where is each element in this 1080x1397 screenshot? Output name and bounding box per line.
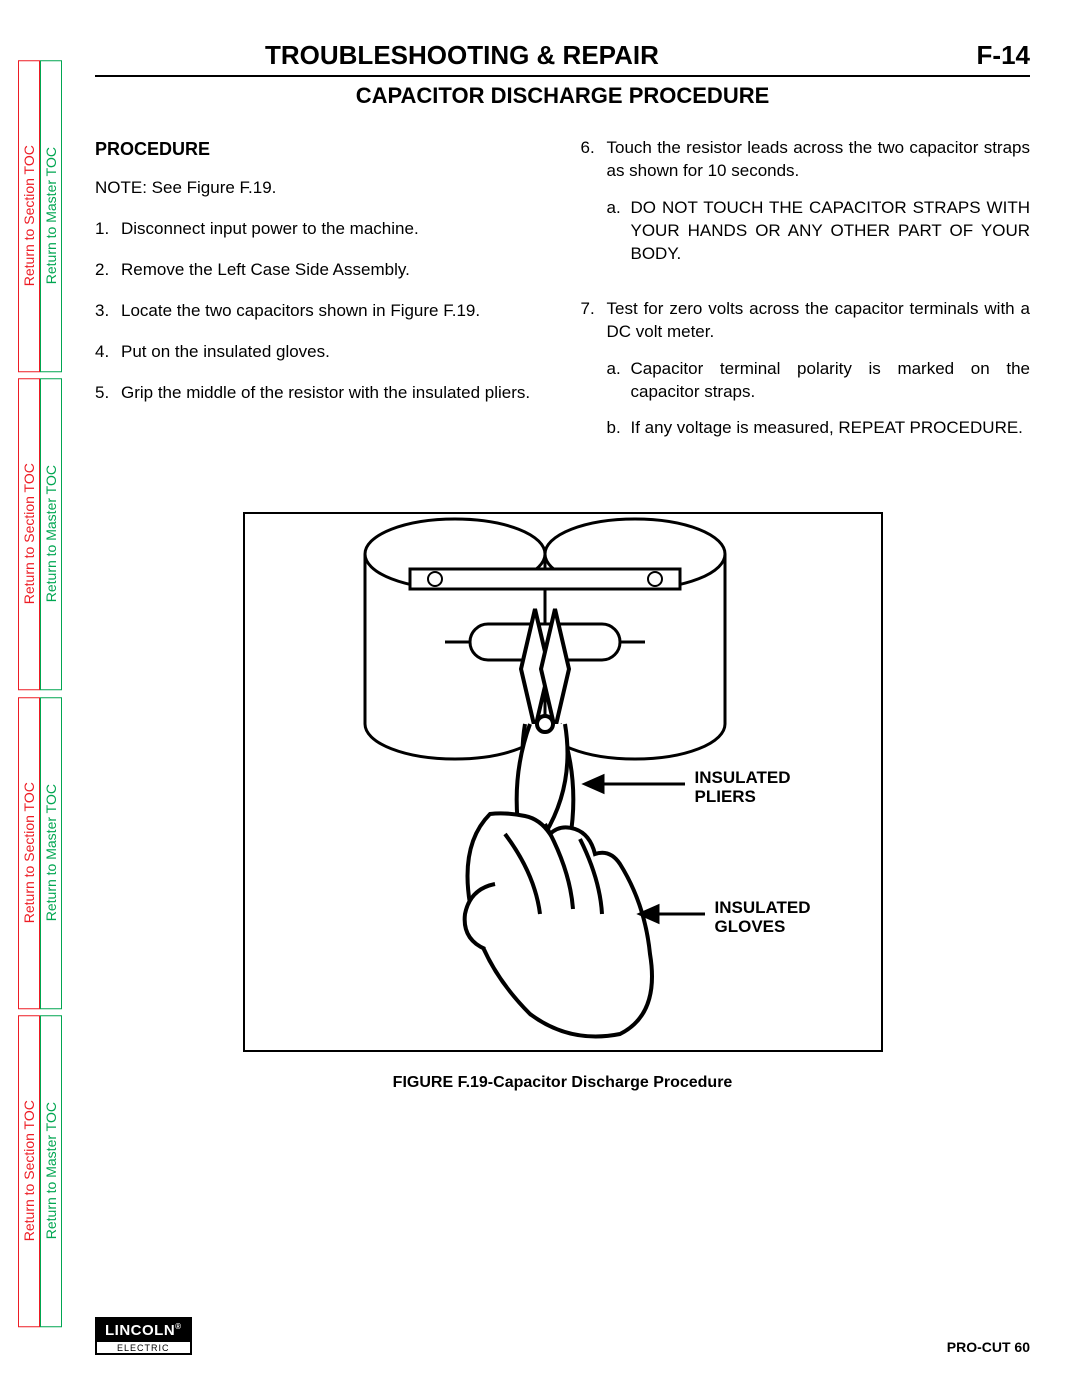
list-item: 5.Grip the middle of the resistor with t… (95, 382, 545, 405)
procedure-note: NOTE: See Figure F.19. (95, 177, 545, 200)
figure-f19: INSULATED PLIERS INSULATED GLOVES (243, 512, 883, 1052)
list-text: Test for zero volts across the capacitor… (607, 299, 1031, 341)
return-master-toc-tab[interactable]: Return to Master TOC (40, 378, 62, 690)
list-item: 6. Touch the resistor leads across the t… (581, 137, 1031, 280)
page-footer: LINCOLN® ELECTRIC PRO-CUT 60 (95, 1317, 1030, 1355)
return-section-toc-tab[interactable]: Return to Section TOC (18, 697, 40, 1009)
return-master-toc-tab[interactable]: Return to Master TOC (40, 697, 62, 1009)
figure-caption: FIGURE F.19-Capacitor Discharge Procedur… (95, 1074, 1030, 1092)
list-item: 7. Test for zero volts across the capaci… (581, 298, 1031, 455)
return-section-toc-tab[interactable]: Return to Section TOC (18, 378, 40, 690)
procedure-heading: PROCEDURE (95, 137, 545, 161)
return-section-toc-tab[interactable]: Return to Section TOC (18, 60, 40, 372)
side-navigation-tabs: Return to Section TOC Return to Section … (18, 60, 62, 1327)
procedure-list-right: 6. Touch the resistor leads across the t… (581, 137, 1031, 454)
sub-list-item: a.DO NOT TOUCH THE CAPACITOR STRAPS WITH… (607, 197, 1031, 266)
procedure-list-left: 1.Disconnect input power to the machine.… (95, 218, 545, 405)
right-column: 6. Touch the resistor leads across the t… (581, 137, 1031, 472)
lincoln-logo: LINCOLN® ELECTRIC (95, 1317, 192, 1355)
return-section-toc-tab[interactable]: Return to Section TOC (18, 1015, 40, 1327)
list-item: 3.Locate the two capacitors shown in Fig… (95, 300, 545, 323)
return-master-toc-tab[interactable]: Return to Master TOC (40, 1015, 62, 1327)
list-text: Touch the resistor leads across the two … (607, 138, 1031, 180)
content-columns: PROCEDURE NOTE: See Figure F.19. 1.Disco… (95, 137, 1030, 472)
sub-list: a.DO NOT TOUCH THE CAPACITOR STRAPS WITH… (607, 197, 1031, 266)
left-column: PROCEDURE NOTE: See Figure F.19. 1.Disco… (95, 137, 545, 472)
list-item: 1.Disconnect input power to the machine. (95, 218, 545, 241)
callout-pliers: INSULATED PLIERS (695, 769, 791, 806)
page-code: F-14 (977, 40, 1030, 71)
logo-bottom: ELECTRIC (97, 1343, 190, 1353)
list-item: 2.Remove the Left Case Side Assembly. (95, 259, 545, 282)
page-content: TROUBLESHOOTING & REPAIR F-14 CAPACITOR … (95, 40, 1030, 1347)
model-number: PRO-CUT 60 (947, 1339, 1030, 1355)
callout-gloves: INSULATED GLOVES (715, 899, 811, 936)
sub-list-item: b.If any voltage is measured, REPEAT PRO… (607, 417, 1031, 440)
page-header: TROUBLESHOOTING & REPAIR F-14 (95, 40, 1030, 77)
list-item: 4.Put on the insulated gloves. (95, 341, 545, 364)
page-subtitle: CAPACITOR DISCHARGE PROCEDURE (95, 83, 1030, 109)
sub-list-item: a.Capacitor terminal polarity is marked … (607, 358, 1031, 404)
return-master-toc-tab[interactable]: Return to Master TOC (40, 60, 62, 372)
section-title: TROUBLESHOOTING & REPAIR (265, 40, 659, 71)
logo-top: LINCOLN® (97, 1319, 190, 1342)
sub-list: a.Capacitor terminal polarity is marked … (607, 358, 1031, 441)
